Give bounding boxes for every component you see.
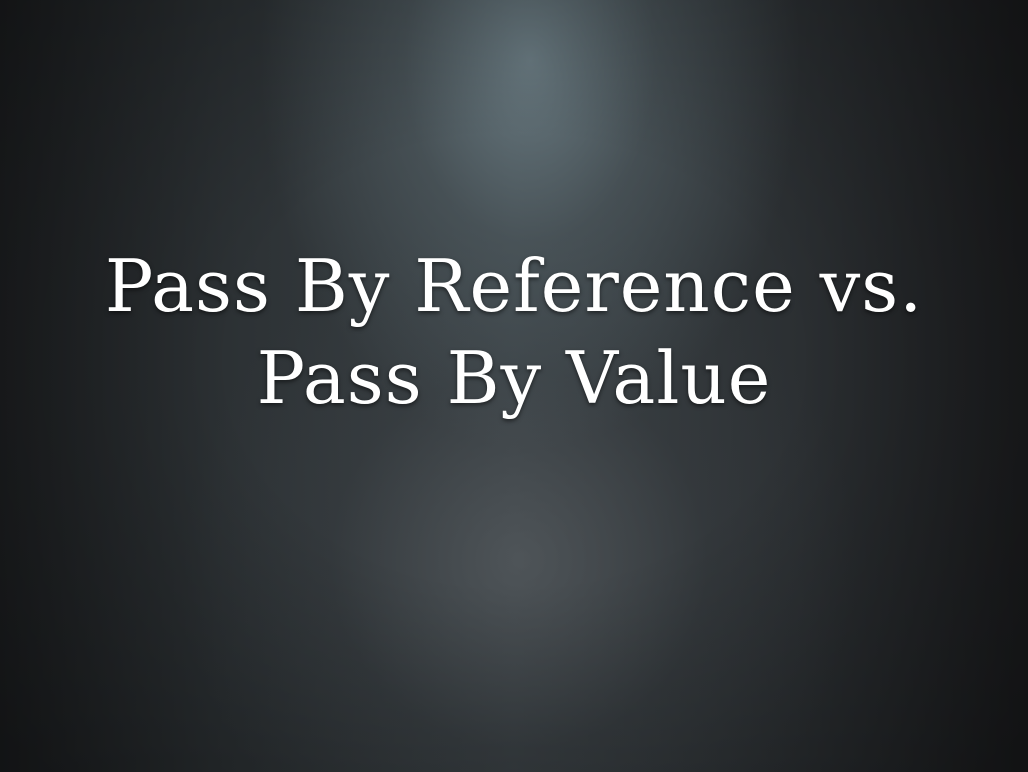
slide-title-line-1: Pass By Reference vs. — [104, 244, 924, 328]
slide-title: Pass By Reference vs. Pass By Value — [0, 240, 1028, 424]
slide-title-line-2: Pass By Value — [256, 336, 772, 420]
